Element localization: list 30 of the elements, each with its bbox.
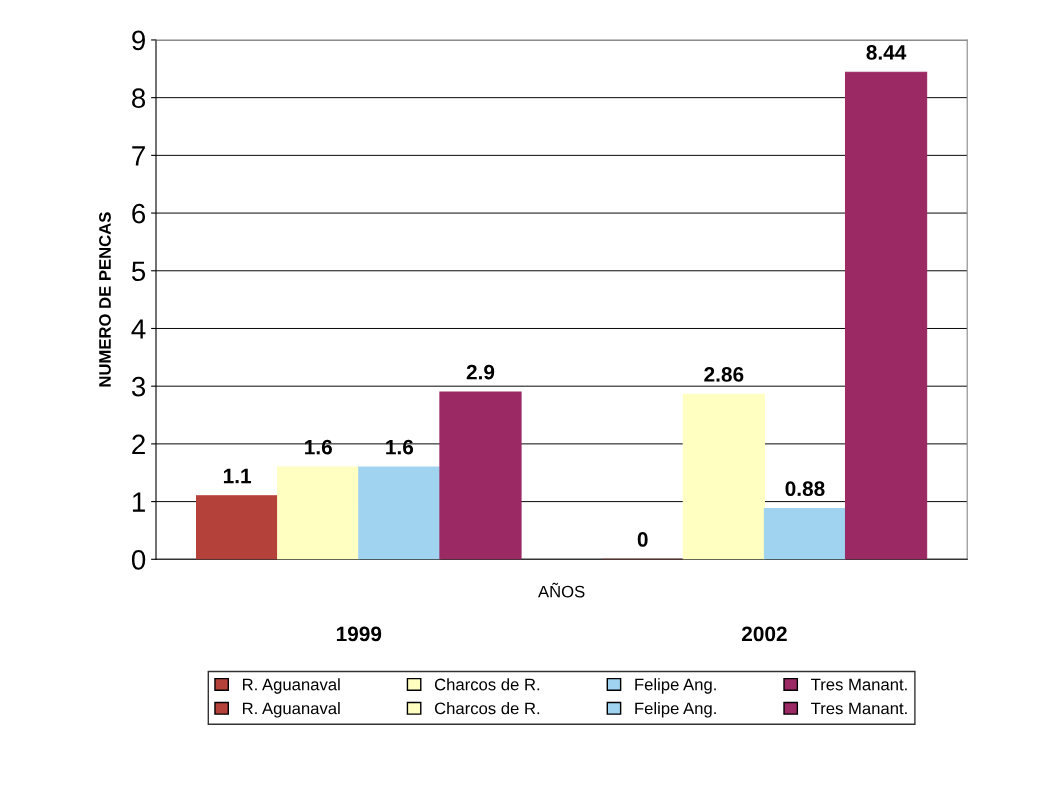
x-tick-label: 2002 [741, 626, 787, 642]
y-tick-label: 5 [131, 261, 146, 282]
y-tick-label: 9 [132, 30, 145, 51]
data-label: 0 [637, 532, 648, 547]
legend-label: R. Aguanaval [243, 678, 340, 694]
y-tick-label: 2 [132, 434, 145, 454]
x-tick-label: 1999 [336, 626, 382, 642]
data-label: 1.6 [305, 439, 332, 455]
data-label: 2.9 [466, 364, 495, 380]
legend-label: Charcos de R. [434, 678, 540, 691]
y-tick-label: 7 [132, 146, 145, 166]
data-label: 0.88 [785, 481, 825, 497]
text: R. Aguanaval [243, 702, 340, 718]
data-label: 1.6 [386, 439, 414, 455]
legend-label: Felipe Ang. [635, 678, 716, 694]
x-axis-title: AÑOS [538, 582, 585, 598]
y-tick-label: 0 [131, 549, 146, 570]
y-axis-title: NUMERO DE PENCAS [99, 212, 111, 387]
text: Felipe Ang. [635, 702, 716, 718]
y-tick-label: 8 [132, 88, 146, 108]
y-tick-label: 4 [131, 319, 146, 339]
data-label: 1.1 [223, 468, 252, 484]
y-tick-label: 3 [131, 376, 146, 397]
text: Charcos de R. [434, 702, 540, 715]
data-label: 8.44 [866, 45, 907, 60]
y-tick-label: 6 [132, 203, 146, 224]
y-tick-label: 1 [132, 492, 145, 512]
data-label: 2.86 [704, 367, 744, 382]
text: Tres Manant. [811, 702, 907, 715]
legend-label: Tres Manant. [811, 678, 907, 691]
